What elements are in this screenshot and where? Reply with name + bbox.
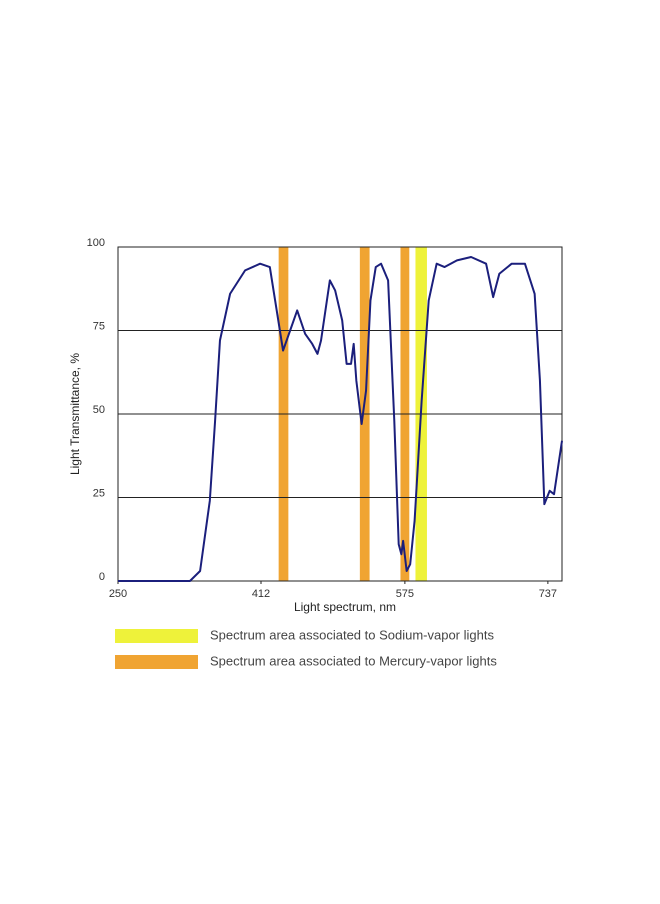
legend-label: Spectrum area associated to Mercury-vapo… — [210, 653, 497, 668]
y-tick-label: 25 — [93, 487, 105, 499]
legend-swatch — [115, 629, 198, 643]
y-tick-label: 75 — [93, 320, 105, 332]
x-axis-label: Light spectrum, nm — [294, 600, 396, 614]
x-tick-label: 575 — [396, 588, 414, 600]
y-tick-label: 0 — [99, 571, 105, 583]
legend-label: Spectrum area associated to Sodium-vapor… — [210, 627, 494, 642]
x-tick-label: 412 — [252, 588, 270, 600]
plot-frame — [117, 246, 563, 582]
y-tick-label: 100 — [87, 237, 105, 249]
legend-swatch — [115, 655, 198, 669]
y-tick-label: 50 — [93, 404, 105, 416]
transmittance-line — [118, 256, 563, 582]
x-tick-label: 737 — [539, 588, 557, 600]
x-tick-label: 250 — [109, 588, 127, 600]
y-axis-label: Light Transmittance, % — [68, 353, 82, 475]
